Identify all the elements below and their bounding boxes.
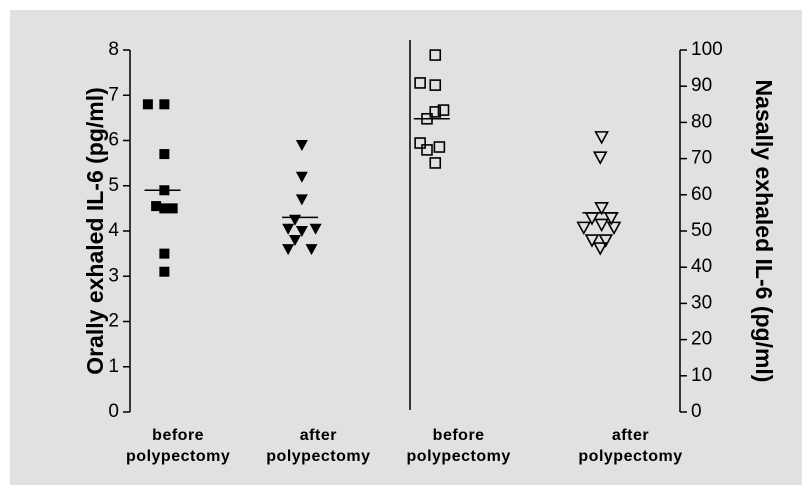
point (167, 203, 178, 214)
point (421, 144, 433, 156)
y2-tick-label: 50 (691, 220, 712, 241)
point (594, 131, 609, 145)
background (10, 10, 802, 485)
point (309, 223, 322, 235)
point (594, 218, 609, 233)
point (421, 112, 433, 125)
point (414, 137, 426, 149)
point (289, 235, 301, 247)
point (159, 266, 170, 277)
point (282, 223, 295, 235)
point (295, 140, 308, 152)
point (429, 79, 442, 91)
point (295, 171, 308, 183)
point (295, 194, 308, 206)
x-tick-label: after polypectomy (578, 427, 683, 465)
y2-tick-label: 40 (691, 256, 712, 277)
x-tick-label: before polypectomy (406, 427, 511, 465)
y-tick-label: 5 (108, 175, 119, 196)
y2-tick-label: 0 (691, 401, 702, 422)
point (305, 244, 318, 256)
point (159, 248, 170, 259)
point (603, 212, 619, 226)
point (142, 99, 153, 110)
y-tick-label: 3 (108, 265, 119, 286)
y-tick-label: 8 (108, 39, 119, 60)
y-tick-label: 4 (108, 220, 119, 241)
point (295, 226, 308, 237)
y-tick-label: 6 (108, 130, 119, 151)
point (592, 242, 608, 256)
point (159, 185, 170, 196)
y-axis-title: Orally exhaled IL-6 (pg/ml) (82, 87, 108, 375)
point (598, 234, 614, 248)
point (289, 214, 301, 226)
y2-tick-label: 100 (691, 39, 723, 60)
point (159, 99, 170, 110)
x-tick-label: after polypectomy (266, 427, 371, 465)
point (433, 141, 446, 153)
point (584, 212, 600, 226)
point (592, 151, 608, 165)
point (429, 106, 442, 118)
y-tick-label: 2 (108, 311, 119, 332)
point (159, 203, 170, 214)
point (429, 157, 442, 169)
point (606, 221, 622, 236)
y2-axis-title: Nasally exhaled IL-6 (pg/ml) (751, 80, 777, 383)
y-tick-label: 1 (108, 356, 119, 377)
y2-tick-label: 90 (691, 75, 712, 96)
y2-tick-label: 10 (691, 365, 712, 386)
point (159, 149, 170, 160)
point (576, 221, 592, 236)
point (437, 104, 450, 116)
point (414, 77, 426, 89)
point (594, 202, 609, 216)
y2-tick-label: 30 (691, 292, 712, 313)
x-tick-label: before polypectomy (126, 427, 231, 465)
point (282, 244, 295, 256)
y-tick-label: 0 (108, 401, 119, 422)
y-tick-label: 7 (108, 84, 119, 105)
point (151, 201, 162, 212)
y2-tick-label: 80 (691, 111, 712, 132)
point (429, 49, 442, 61)
y2-tick-label: 60 (691, 184, 712, 205)
y2-tick-label: 20 (691, 329, 712, 350)
y2-tick-label: 70 (691, 148, 712, 169)
point (584, 234, 600, 248)
